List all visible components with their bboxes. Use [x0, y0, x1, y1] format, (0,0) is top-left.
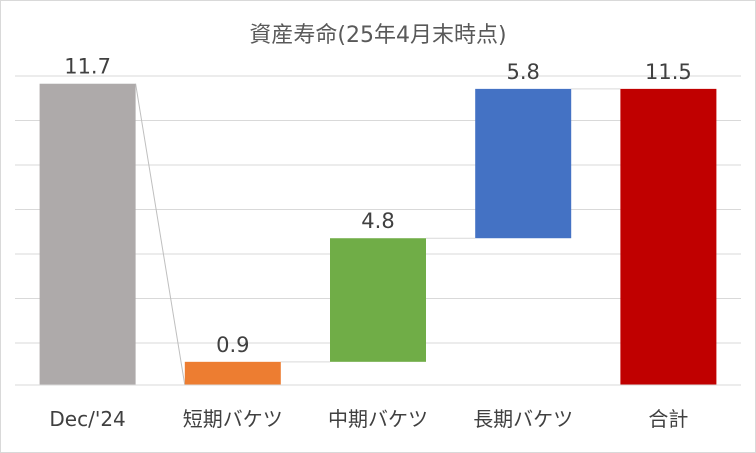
category-label: 長期バケツ — [473, 407, 573, 431]
bar — [39, 83, 136, 385]
bar — [620, 88, 717, 385]
data-label: 11.7 — [64, 55, 111, 79]
data-label: 5.8 — [506, 60, 539, 84]
data-label: 0.9 — [216, 333, 249, 357]
category-label: 合計 — [648, 407, 688, 431]
category-label: Dec/'24 — [49, 407, 125, 431]
bar — [330, 238, 426, 362]
chart-title: 資産寿命(25年4月末時点) — [249, 23, 507, 48]
category-label: 中期バケツ — [328, 407, 428, 431]
data-label: 4.8 — [361, 209, 394, 233]
bar — [184, 361, 281, 385]
category-label: 短期バケツ — [183, 407, 283, 431]
data-label: 11.5 — [645, 60, 692, 84]
connector-line — [135, 83, 186, 386]
bar — [475, 88, 572, 239]
